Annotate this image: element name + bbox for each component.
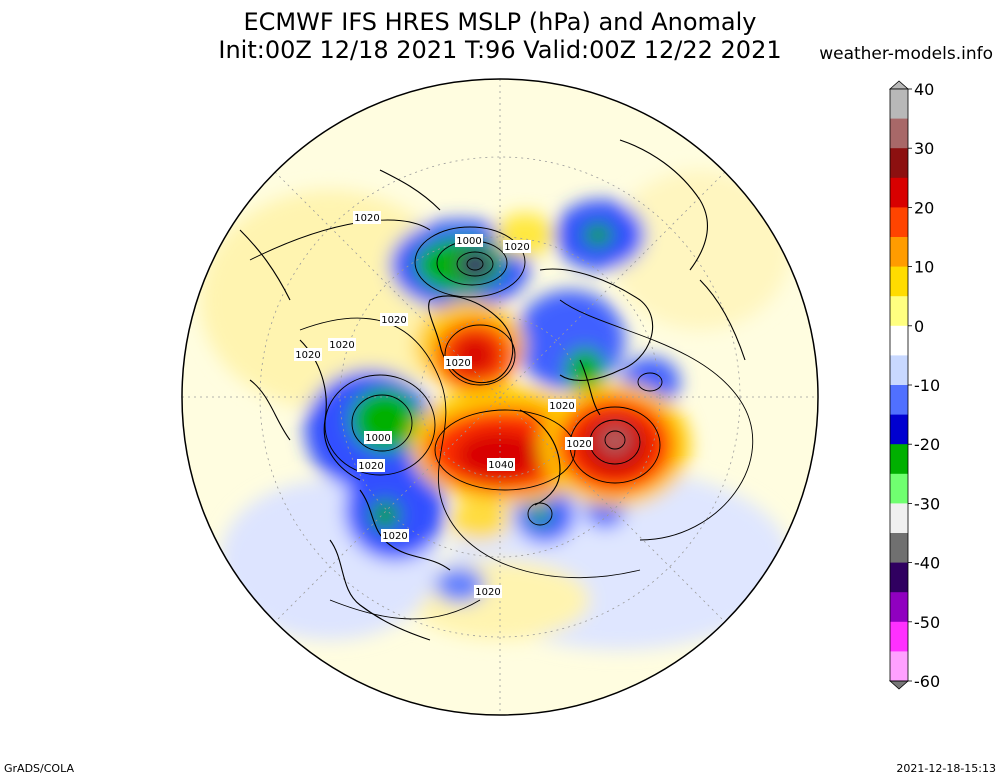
isobars bbox=[249, 219, 753, 620]
colorbar-swatch bbox=[890, 621, 908, 652]
colorbar-top-arrow bbox=[888, 80, 910, 90]
anomaly-field bbox=[182, 79, 818, 715]
colorbar-swatch bbox=[890, 89, 908, 120]
colorbar-swatch bbox=[890, 533, 908, 564]
colorbar-swatch bbox=[890, 651, 908, 682]
chart-title: ECMWF IFS HRES MSLP (hPa) and Anomaly bbox=[243, 8, 757, 36]
colorbar-swatch bbox=[890, 177, 908, 208]
footer-credit: GrADS/COLA bbox=[4, 762, 74, 775]
svg-text:1020: 1020 bbox=[566, 439, 591, 450]
svg-text:1000: 1000 bbox=[365, 433, 390, 444]
colorbar-tick-label: 10 bbox=[914, 258, 934, 277]
colorbar-swatch bbox=[890, 385, 908, 416]
colorbar-tick-label: -50 bbox=[914, 613, 940, 632]
colorbar-swatch bbox=[890, 414, 908, 445]
svg-text:1020: 1020 bbox=[504, 242, 529, 253]
colorbar-tick-label: -40 bbox=[914, 554, 940, 573]
colorbar-tick-label: -30 bbox=[914, 494, 940, 513]
svg-text:1020: 1020 bbox=[445, 358, 470, 369]
colorbar-swatch bbox=[890, 237, 908, 268]
colorbar-tick-label: 20 bbox=[914, 198, 934, 217]
colorbar-tick-label: 0 bbox=[914, 317, 924, 336]
colorbar-swatch bbox=[890, 562, 908, 593]
isobar-label: 1020 bbox=[381, 529, 409, 542]
isobar-label: 1020 bbox=[444, 356, 472, 369]
svg-text:1020: 1020 bbox=[295, 350, 320, 361]
isobar-label: 1020 bbox=[353, 211, 381, 224]
graticule bbox=[182, 79, 818, 715]
svg-text:1020: 1020 bbox=[358, 461, 383, 472]
colorbar-swatch bbox=[890, 473, 908, 504]
colorbar-swatch bbox=[890, 355, 908, 386]
colorbar-tick-label: -20 bbox=[914, 435, 940, 454]
svg-text:1020: 1020 bbox=[329, 340, 354, 351]
footer-timestamp: 2021-12-18-15:13 bbox=[896, 762, 996, 775]
site-credit: weather-models.info bbox=[819, 44, 993, 64]
isobar-label: 1020 bbox=[380, 313, 408, 326]
isobar-label: 1020 bbox=[565, 437, 593, 450]
globe-border bbox=[181, 78, 819, 716]
colorbar: 40 30 20 10 0 -10 -20 -30 -40 -50 -60 bbox=[888, 80, 940, 691]
isobar-label-group: 1000 1020 1020 1020 1020 1020 1020 1020 … bbox=[294, 211, 593, 598]
svg-text:1020: 1020 bbox=[381, 315, 406, 326]
colorbar-tick-label: 40 bbox=[914, 80, 934, 99]
isobar-label: 1020 bbox=[474, 585, 502, 598]
colorbar-bottom-arrow bbox=[888, 680, 910, 690]
colorbar-swatch bbox=[890, 148, 908, 179]
isobar-label: 1020 bbox=[328, 338, 356, 351]
svg-text:1020: 1020 bbox=[354, 213, 379, 224]
coastlines bbox=[239, 139, 746, 641]
svg-text:1020: 1020 bbox=[475, 587, 500, 598]
colorbar-swatch bbox=[890, 207, 908, 238]
colorbar-tick-label: 30 bbox=[914, 139, 934, 158]
colorbar-swatch bbox=[890, 325, 908, 356]
isobar-label: 1020 bbox=[357, 459, 385, 472]
isobar-label: 1000 bbox=[364, 431, 392, 444]
colorbar-tick-label: -10 bbox=[914, 376, 940, 395]
isobar-label: 1020 bbox=[503, 240, 531, 253]
svg-text:1000: 1000 bbox=[456, 236, 481, 247]
colorbar-swatch bbox=[890, 592, 908, 623]
chart-subtitle: Init:00Z 12/18 2021 T:96 Valid:00Z 12/22… bbox=[218, 36, 782, 64]
isobar-label: 1000 bbox=[455, 234, 483, 247]
isobar-label: 1040 bbox=[487, 458, 515, 471]
svg-text:1020: 1020 bbox=[549, 401, 574, 412]
colorbar-swatch bbox=[890, 266, 908, 297]
isobar-label: 1020 bbox=[548, 399, 576, 412]
colorbar-tick-label: -60 bbox=[914, 672, 940, 691]
colorbar-swatch bbox=[890, 118, 908, 149]
isobar-label: 1020 bbox=[294, 348, 322, 361]
colorbar-swatch bbox=[890, 503, 908, 534]
colorbar-swatch bbox=[890, 296, 908, 327]
svg-text:1040: 1040 bbox=[488, 460, 513, 471]
svg-text:1020: 1020 bbox=[382, 531, 407, 542]
colorbar-swatch bbox=[890, 444, 908, 475]
